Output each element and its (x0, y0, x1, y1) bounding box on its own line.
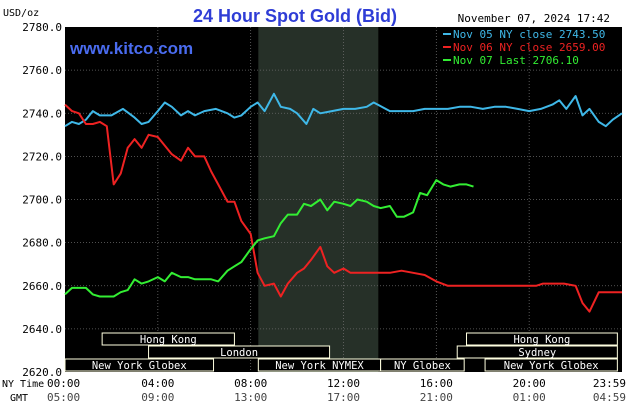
chart-timestamp: November 07, 2024 17:42 (458, 12, 610, 25)
x-tick-label-ny: 08:00 (234, 377, 267, 390)
x-tick-label-gmt: 17:00 (327, 391, 360, 404)
session-box (484, 358, 618, 372)
y-tick-label: 2740.0 (22, 107, 62, 120)
watermark: www.kitco.com (69, 39, 193, 58)
series-line (64, 103, 622, 313)
session-label: NY Globex (394, 360, 451, 372)
session-label: New York Globex (504, 360, 599, 372)
legend-entry: Nov 06 NY close 2659.00 (453, 41, 605, 54)
session-label: Hong Kong (140, 334, 197, 346)
y-tick-label: 2660.0 (22, 280, 62, 293)
y-tick-label: 2700.0 (22, 194, 62, 207)
x-tick-label-ny: 23:59 (593, 377, 626, 390)
chart-title: 24 Hour Spot Gold (Bid) (193, 6, 397, 26)
x-tick-label-ny: 20:00 (513, 377, 546, 390)
x-tick-label-gmt: 21:00 (420, 391, 453, 404)
session-box (456, 345, 618, 359)
x-tick-label-gmt: 13:00 (234, 391, 267, 404)
session-label: Hong Kong (513, 334, 570, 346)
session-box (101, 332, 235, 346)
y-tick-label: 2640.0 (22, 323, 62, 336)
session-box (380, 358, 465, 372)
legend-entry: Nov 07 Last 2706.10 (453, 54, 579, 67)
session-box (466, 332, 618, 346)
y-tick-label: 2620.0 (22, 366, 62, 379)
x-tick-label-ny: 12:00 (327, 377, 360, 390)
x-tick-label-gmt: 04:59 (593, 391, 626, 404)
x-tick-label-ny: 16:00 (420, 377, 453, 390)
session-box (64, 358, 215, 372)
session-label: New York Globex (92, 360, 187, 372)
y-tick-label: 2680.0 (22, 237, 62, 250)
series-line (64, 179, 474, 298)
grid (65, 27, 622, 372)
session-label: New York NYMEX (275, 360, 364, 372)
gmt-label: GMT (10, 393, 28, 404)
x-tick-label-ny: 00:00 (47, 377, 80, 390)
session-box (148, 345, 331, 359)
ny-time-label: NY Time (2, 379, 44, 390)
x-tick-label-gmt: 05:00 (47, 391, 80, 404)
series-line (64, 92, 623, 128)
y-tick-label: 2720.0 (22, 150, 62, 163)
session-label: London (220, 347, 258, 359)
y-tick-label: 2780.0 (22, 21, 62, 34)
x-tick-label-gmt: 01:00 (513, 391, 546, 404)
y-tick-label: 2760.0 (22, 64, 62, 77)
legend-entry: Nov 05 NY close 2743.50 (453, 28, 605, 41)
y-unit-label: USD/oz (3, 8, 39, 19)
x-tick-label-ny: 04:00 (141, 377, 174, 390)
y-axis: 2780.0 2760.0 2740.0 2720.0 2700.0 2680.0 2660… (22, 21, 62, 379)
session-label: Sydney (518, 347, 556, 359)
series-lines (64, 92, 623, 313)
x-tick-label-gmt: 09:00 (141, 391, 174, 404)
